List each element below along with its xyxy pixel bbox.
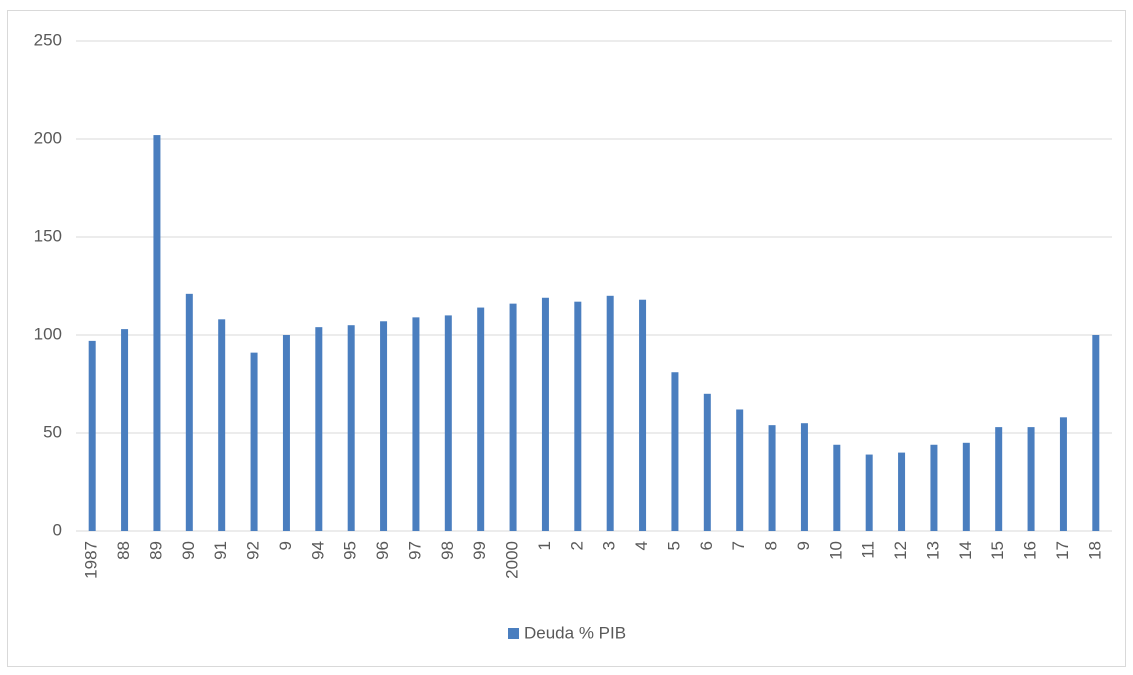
y-tick-label: 250: [34, 30, 62, 49]
x-tick-label: 1: [535, 541, 554, 550]
bar: [962, 442, 970, 531]
x-tick-label: 95: [341, 541, 360, 560]
x-tick-label: 15: [988, 541, 1007, 560]
x-tick-label: 90: [179, 541, 198, 560]
x-tick-label: 92: [244, 541, 263, 560]
x-tick-label: 97: [405, 541, 424, 560]
y-tick-label: 0: [53, 520, 62, 539]
bar: [606, 295, 614, 531]
x-tick-label: 5: [664, 541, 683, 550]
x-tick-label: 1987: [82, 541, 101, 579]
x-tick-label: 3: [600, 541, 619, 550]
x-tick-label: 13: [923, 541, 942, 560]
y-tick-label: 50: [43, 422, 62, 441]
bar: [250, 352, 258, 531]
bar: [639, 299, 647, 531]
bar: [444, 315, 452, 531]
x-tick-label: 17: [1053, 541, 1072, 560]
bar: [865, 454, 873, 531]
x-tick-label: 9: [276, 541, 295, 550]
bar: [995, 427, 1003, 531]
x-tick-label: 14: [956, 541, 975, 560]
bar: [671, 372, 679, 531]
x-tick-label: 2000: [503, 541, 522, 579]
y-tick-label: 100: [34, 324, 62, 343]
bar: [800, 423, 808, 531]
x-tick-label: 6: [697, 541, 716, 550]
bar: [315, 327, 323, 531]
bar: [380, 321, 388, 531]
bar: [347, 325, 355, 531]
bar: [282, 335, 290, 531]
bar: [768, 425, 776, 531]
x-tick-label: 10: [826, 541, 845, 560]
x-tick-label: 94: [308, 541, 327, 560]
x-tick-label: 88: [114, 541, 133, 560]
x-tick-label: 7: [729, 541, 748, 550]
x-tick-label: 99: [470, 541, 489, 560]
x-tick-label: 96: [373, 541, 392, 560]
bar: [1092, 335, 1100, 531]
bar: [736, 409, 744, 531]
x-tick-label: 12: [891, 541, 910, 560]
x-tick-label: 18: [1085, 541, 1104, 560]
legend-swatch: [508, 628, 519, 639]
bar: [930, 444, 938, 531]
x-tick-label: 9: [794, 541, 813, 550]
bar: [477, 307, 485, 531]
bar: [541, 297, 549, 531]
bar: [218, 319, 226, 531]
bar: [153, 135, 161, 531]
bar: [88, 340, 96, 531]
legend-label: Deuda % PIB: [524, 623, 626, 642]
x-tick-label: 98: [438, 541, 457, 560]
x-tick-label: 89: [146, 541, 165, 560]
bar: [412, 317, 420, 531]
y-tick-label: 200: [34, 128, 62, 147]
bar: [703, 393, 711, 531]
y-tick-label: 150: [34, 226, 62, 245]
bar: [1059, 417, 1067, 531]
x-tick-label: 91: [211, 541, 230, 560]
bar: [574, 301, 582, 531]
bar: [898, 452, 906, 531]
bar: [121, 329, 129, 531]
x-tick-label: 16: [1021, 541, 1040, 560]
x-tick-label: 8: [762, 541, 781, 550]
bar: [185, 293, 193, 531]
bar: [833, 444, 841, 531]
bar: [1027, 427, 1035, 531]
chart-border: [7, 10, 1126, 667]
x-tick-label: 4: [632, 541, 651, 550]
x-tick-label: 2: [567, 541, 586, 550]
bar: [509, 303, 517, 531]
x-tick-label: 11: [859, 541, 878, 559]
